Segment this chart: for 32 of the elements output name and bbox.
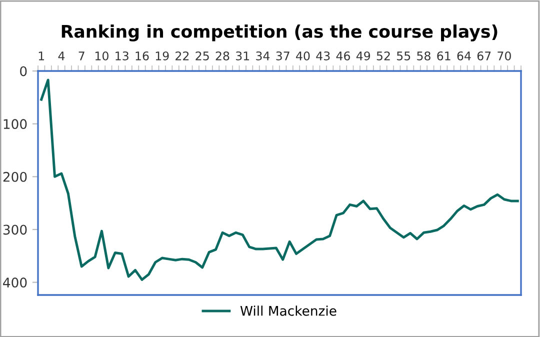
x-tick-label: 28 (216, 51, 230, 60)
x-tick-label: 58 (417, 51, 430, 60)
y-tick-label: 200 (3, 172, 27, 182)
x-tick-label: 52 (376, 51, 390, 60)
x-tick-label: 1 (38, 52, 44, 60)
x-tick-label: 55 (397, 52, 410, 60)
x-tick-label: 7 (78, 52, 84, 60)
chart-title: Ranking in competition (as the course plays) (62, 24, 498, 42)
x-tick-label: 61 (437, 51, 450, 60)
x-tick-label: 16 (136, 51, 149, 60)
x-tick-label: 40 (296, 51, 310, 60)
x-tick-label: 10 (96, 51, 108, 60)
y-tick-label: 0 (20, 66, 27, 76)
x-tick-label: 22 (176, 51, 189, 60)
x-tick-label: 70 (498, 51, 511, 60)
x-tick-label: 37 (276, 51, 290, 60)
x-tick-label: 19 (156, 51, 169, 60)
line-series (40, 78, 519, 281)
y-tick-label: 100 (4, 119, 27, 130)
x-tick-label: 49 (356, 51, 370, 60)
y-tick-label: 300 (3, 224, 27, 235)
x-tick-label: 46 (336, 51, 350, 60)
x-tick-label: 43 (316, 51, 330, 60)
x-tick-label: 64 (457, 51, 471, 60)
legend-label: Will Mackenzie (240, 306, 336, 316)
x-tick-label: 31 (236, 51, 250, 60)
x-tick-label: 13 (116, 51, 128, 60)
y-tick-label: 400 (3, 278, 27, 288)
x-tick-label: 4 (58, 52, 65, 60)
x-tick-label: 34 (256, 51, 270, 60)
x-tick-label: 25 (196, 51, 209, 60)
x-tick-label: 67 (477, 51, 491, 60)
